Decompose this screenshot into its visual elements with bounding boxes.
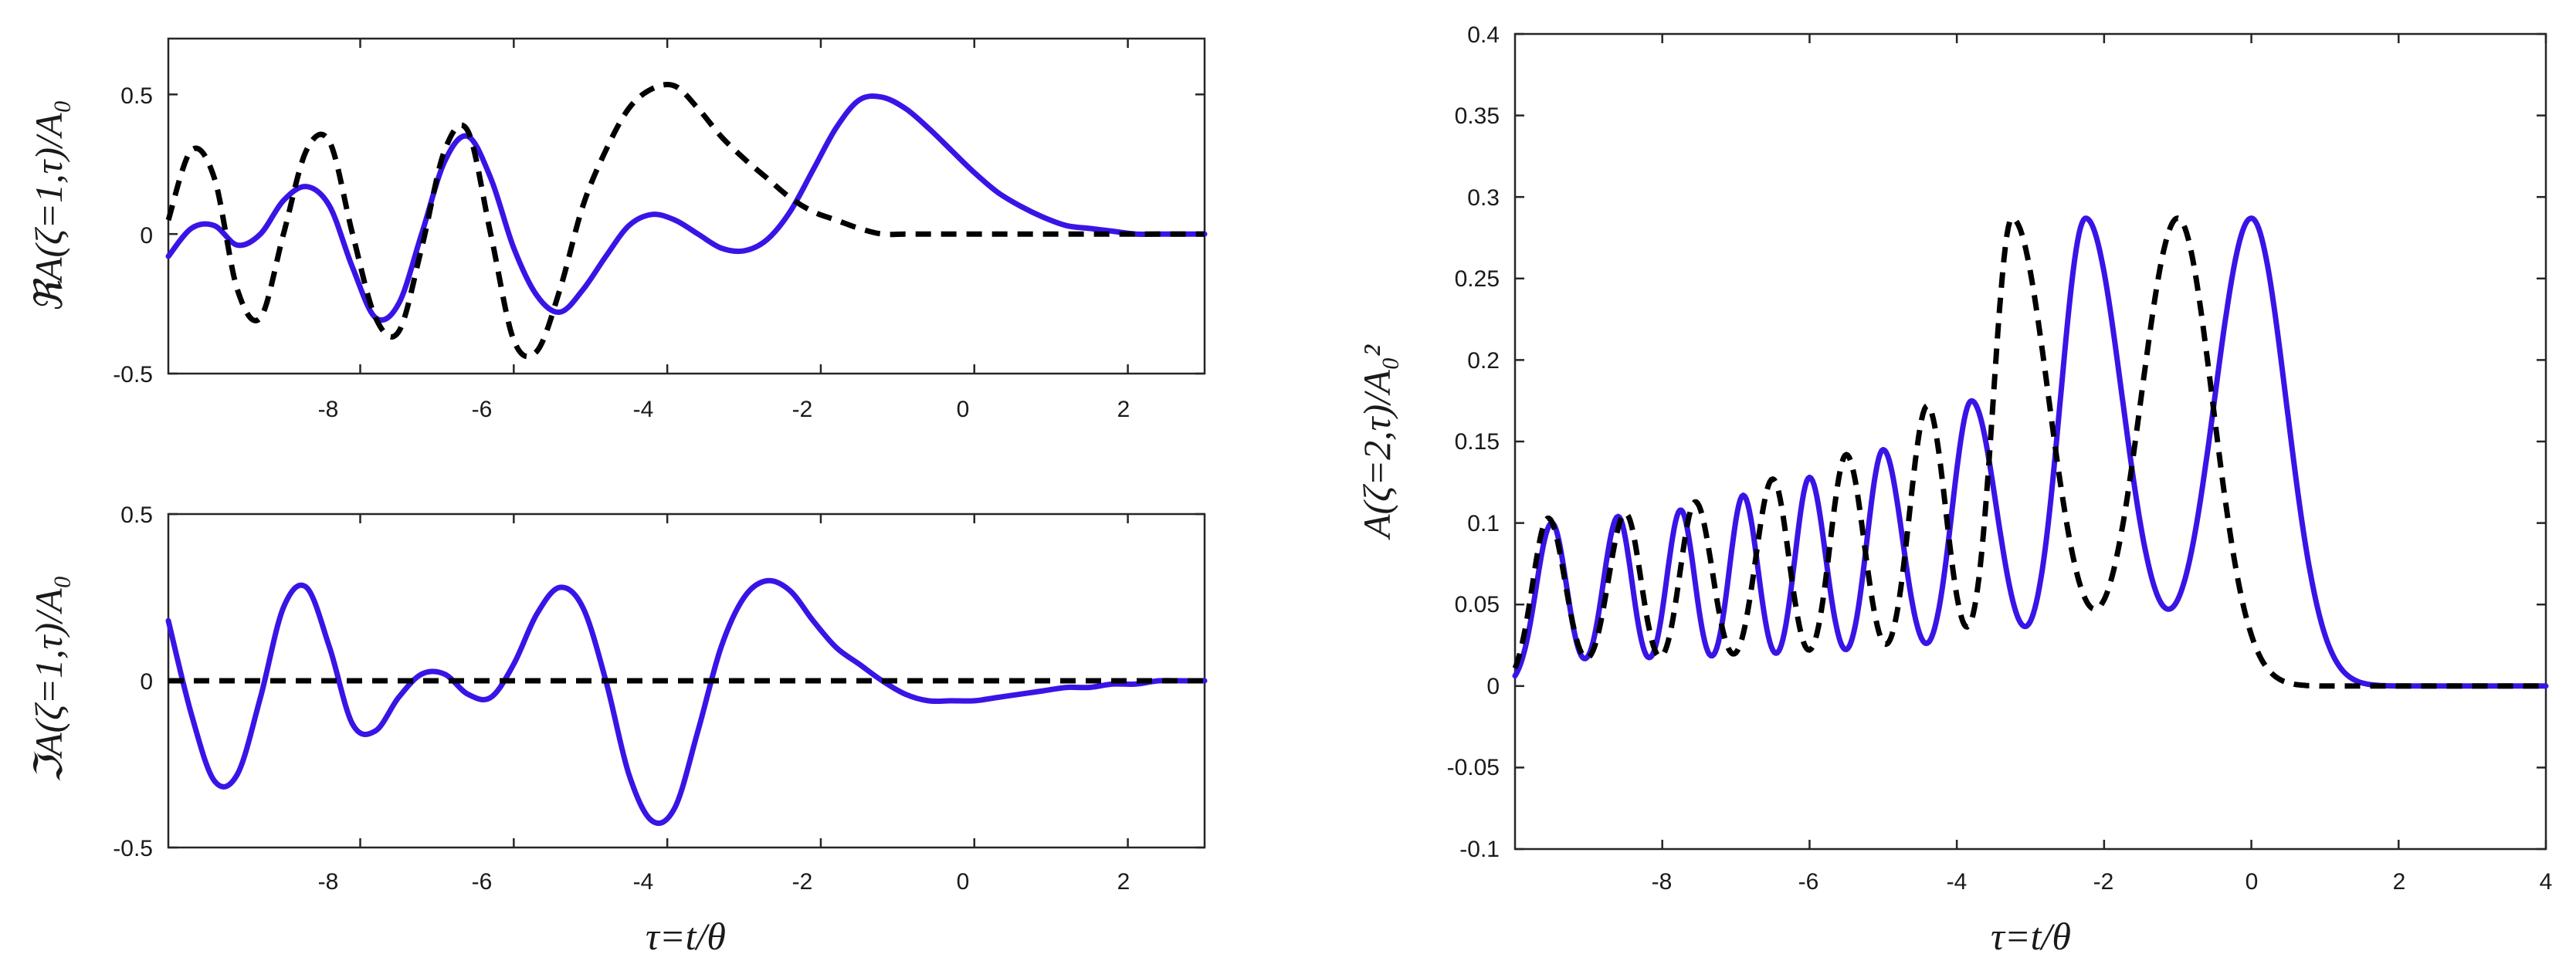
imaginary-part-ytick-label: 0.5 bbox=[120, 502, 153, 528]
real-part-ytick-label: -0.5 bbox=[113, 362, 153, 387]
imaginary-part-ytick-label: 0 bbox=[140, 669, 153, 695]
intensity-ytick-label: 0.2 bbox=[1467, 348, 1500, 374]
intensity-y-axis-title: A(ζ=2,τ)/A₀² bbox=[1355, 344, 1398, 540]
imaginary-part-x-axis-title: τ=t/θ bbox=[646, 915, 726, 958]
intensity-ytick-label: 0 bbox=[1486, 674, 1500, 699]
intensity-ytick-label: 0.1 bbox=[1467, 511, 1500, 536]
intensity-ytick-label: 0.4 bbox=[1467, 22, 1500, 48]
real-part-curves bbox=[165, 82, 1208, 360]
intensity-xtick-label: 4 bbox=[2540, 869, 2553, 895]
imaginary-part-y-axis-title: ℑA(ζ=1,τ)/A₀ bbox=[27, 575, 70, 783]
intensity-ytick-label: -0.1 bbox=[1459, 837, 1500, 862]
real-part-plot-frame bbox=[167, 37, 1206, 375]
imaginary-part-xtick-label: -4 bbox=[633, 869, 654, 895]
intensity-x-axis-title: τ=t/θ bbox=[1991, 915, 2071, 958]
intensity-ticks bbox=[1515, 32, 2547, 851]
dashed-series-line bbox=[1512, 215, 2547, 689]
intensity-xtick-label: -2 bbox=[2093, 869, 2114, 895]
intensity-ytick-label: 0.35 bbox=[1455, 103, 1500, 129]
imaginary-part-xtick-label: -2 bbox=[792, 869, 813, 895]
imaginary-part-xtick-label: 0 bbox=[957, 869, 970, 895]
real-part-ticks bbox=[168, 39, 1205, 375]
intensity-ytick-label: 0.15 bbox=[1455, 429, 1500, 455]
real-part-xtick-label: -6 bbox=[472, 397, 493, 422]
panel-imaginary-part: 0.5 0 -0.5 -8 -6 -4 -2 0 2 ℑA(ζ=1,τ)/A₀ … bbox=[27, 502, 1208, 958]
real-part-xtick-label: -4 bbox=[633, 397, 654, 422]
solid-series-line bbox=[1512, 215, 2549, 689]
imaginary-part-xtick-label: -6 bbox=[472, 869, 493, 895]
intensity-xtick-label: 2 bbox=[2393, 869, 2406, 895]
real-part-xtick-label: -2 bbox=[792, 397, 813, 422]
real-part-y-axis-title: ℜA(ζ=1,τ)/A₀ bbox=[27, 100, 70, 313]
imaginary-part-ytick-label: -0.5 bbox=[113, 836, 153, 861]
intensity-ytick-label: 0.25 bbox=[1455, 266, 1500, 292]
intensity-curves bbox=[1512, 215, 2549, 689]
solid-series-line bbox=[165, 93, 1208, 323]
intensity-xtick-label: -4 bbox=[1947, 869, 1968, 895]
real-part-ytick-label: 0.5 bbox=[120, 83, 153, 109]
intensity-plot-frame bbox=[1513, 32, 2547, 851]
imaginary-part-curves bbox=[165, 577, 1208, 826]
imaginary-part-xtick-label: 2 bbox=[1117, 869, 1130, 895]
intensity-xtick-label: -8 bbox=[1652, 869, 1673, 895]
intensity-ytick-label: 0.05 bbox=[1455, 592, 1500, 617]
panel-intensity: 0.4 0.35 0.3 0.25 0.2 0.15 0.1 0.05 0 -0… bbox=[1355, 22, 2552, 958]
solid-series-line bbox=[165, 577, 1208, 826]
real-part-xtick-label: 2 bbox=[1117, 397, 1130, 422]
real-part-xtick-label: -8 bbox=[318, 397, 339, 422]
intensity-xtick-label: -6 bbox=[1798, 869, 1819, 895]
real-part-xtick-label: 0 bbox=[957, 397, 970, 422]
intensity-xtick-label: 0 bbox=[2246, 869, 2259, 895]
imaginary-part-xtick-label: -8 bbox=[318, 869, 339, 895]
intensity-ytick-label: 0.3 bbox=[1467, 185, 1500, 211]
intensity-ytick-label: -0.05 bbox=[1447, 755, 1500, 780]
panel-real-part: 0.5 0 -0.5 -8 -6 -4 -2 0 2 ℜA(ζ=1,τ)/A₀ bbox=[27, 37, 1208, 422]
real-part-ytick-label: 0 bbox=[140, 223, 153, 249]
